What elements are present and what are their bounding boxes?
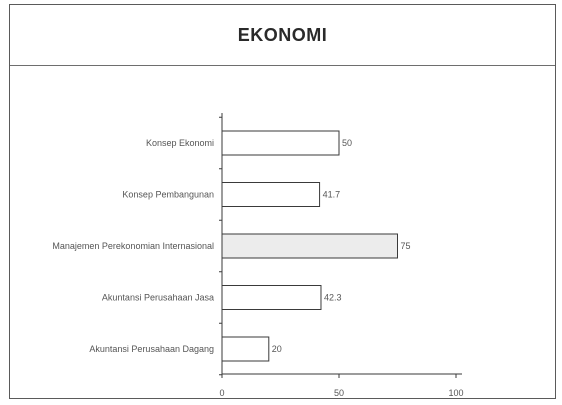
value-axis-tick-label: 100 <box>448 388 463 398</box>
chart-title-bar: EKONOMI <box>10 5 555 66</box>
chart-title: EKONOMI <box>237 24 328 45</box>
bar-chart-plot: 0 50 100 Konsep Ekonomi 50 Konsep Pembangunan… <box>52 113 464 398</box>
bar <box>221 336 270 362</box>
bar <box>221 233 398 259</box>
data-label: 50 <box>342 138 352 148</box>
category-label: Konsep Pembangunan <box>122 190 214 200</box>
category-label: Akuntansi Perusahaan Dagang <box>89 344 214 354</box>
category-label: Akuntansi Perusahaan Jasa <box>102 293 214 303</box>
category-label: Konsep Ekonomi <box>146 138 214 148</box>
data-label: 41.7 <box>323 190 341 200</box>
data-label: 42.3 <box>324 293 342 303</box>
value-axis-tick-label: 50 <box>334 388 344 398</box>
data-label: 75 <box>401 241 411 251</box>
value-axis-tick-label: 0 <box>219 388 224 398</box>
data-label: 20 <box>272 344 282 354</box>
bar <box>221 182 321 207</box>
bar <box>221 285 322 310</box>
bar <box>221 130 340 156</box>
chart-frame: EKONOMI 0 50 100 Konsep Ekonomi 50 Konsep Pem… <box>9 4 556 399</box>
category-label: Manajemen Perekonomian Internasional <box>52 241 214 251</box>
